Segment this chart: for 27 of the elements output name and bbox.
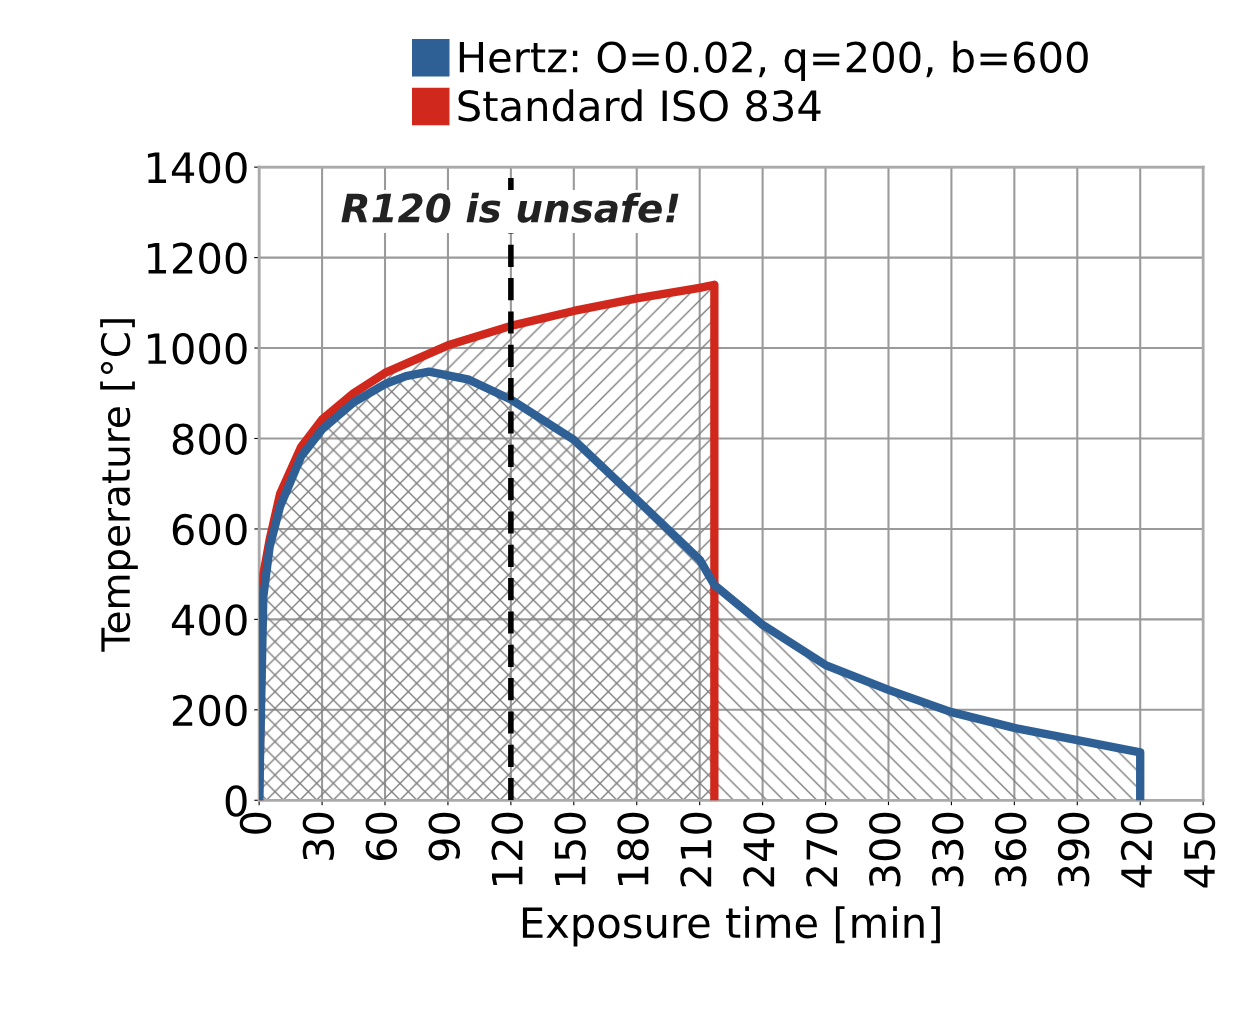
- x-tick-label: 420: [1120, 812, 1153, 888]
- x-tick-label: 60: [365, 812, 398, 861]
- y-tick-label: 200: [172, 694, 247, 727]
- y-axis-title: Temperature [°C]: [100, 319, 138, 652]
- x-tick-label: 390: [1057, 812, 1090, 887]
- legend-label: Hertz: O=0.02, q=200, b=600: [459, 40, 1088, 81]
- x-tick-label: 450: [1183, 812, 1216, 888]
- x-tick-label: 300: [869, 812, 901, 887]
- y-tick-label: 400: [171, 604, 247, 636]
- x-tick-label: 270: [806, 812, 838, 887]
- x-tick-label: 330: [931, 812, 964, 887]
- annotation: R120 is unsafe!: [341, 192, 679, 223]
- y-tick-label: 1000: [147, 332, 247, 365]
- y-tick-label: 1200: [147, 242, 247, 275]
- y-tick-label: 1400: [147, 152, 247, 184]
- x-tick-label: 180: [617, 812, 649, 885]
- x-tick-label: 210: [680, 812, 712, 887]
- x-tick-label: 30: [302, 812, 335, 860]
- y-tick-label: 800: [172, 423, 247, 455]
- x-axis-title: Exposure time [min]: [522, 906, 940, 947]
- x-tick-label: 360: [994, 812, 1027, 887]
- x-tick-label: 240: [743, 812, 775, 887]
- legend-label: Standard ISO 834: [458, 89, 821, 122]
- x-tick-label: 150: [554, 812, 586, 885]
- x-tick-label: 90: [428, 812, 461, 861]
- x-tick-label: 120: [491, 812, 523, 885]
- y-tick-label: 600: [172, 513, 247, 546]
